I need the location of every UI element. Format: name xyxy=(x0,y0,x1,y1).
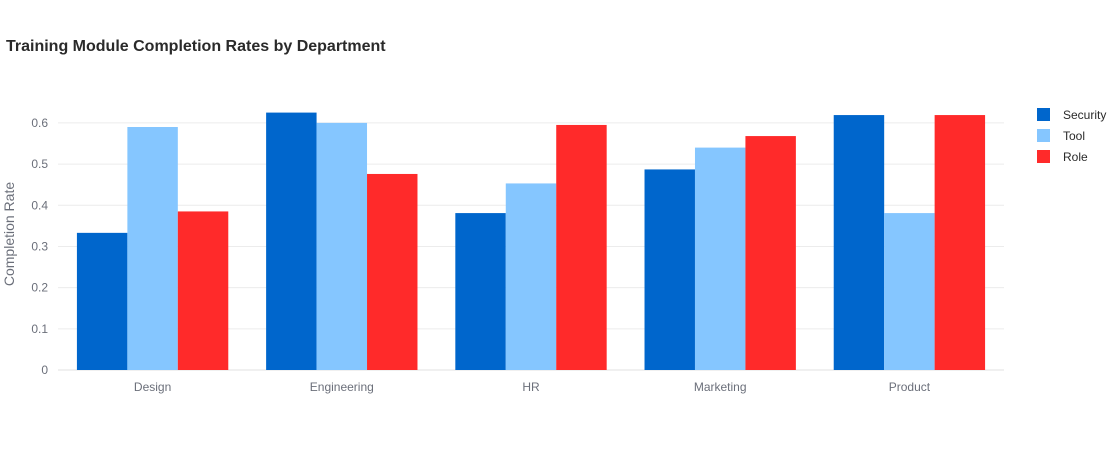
bar-tool-engineering[interactable] xyxy=(316,122,368,370)
y-axis-title: Completion Rate xyxy=(1,182,17,286)
y-tick-label: 0.6 xyxy=(31,116,48,130)
bar-tool-marketing[interactable] xyxy=(694,147,746,370)
legend-label: Security xyxy=(1063,108,1106,122)
bar-role-engineering[interactable] xyxy=(367,173,418,370)
bar-security-marketing[interactable] xyxy=(644,169,695,370)
bar-role-design[interactable] xyxy=(177,211,229,370)
legend-label: Role xyxy=(1063,150,1088,164)
x-axis-ticks: Design Engineering HR Marketing Product xyxy=(134,380,931,394)
bar-role-marketing[interactable] xyxy=(745,136,796,370)
legend-swatch xyxy=(1037,108,1050,121)
y-tick-label: 0.3 xyxy=(31,239,48,253)
x-tick-label: Marketing xyxy=(694,380,747,394)
bar-security-product[interactable] xyxy=(833,115,885,370)
bar-tool-design[interactable] xyxy=(127,127,178,371)
bar-security-engineering[interactable] xyxy=(266,112,317,370)
y-tick-label: 0 xyxy=(41,363,48,377)
bar-security-hr[interactable] xyxy=(455,213,506,370)
legend-label: Tool xyxy=(1063,129,1085,143)
bars xyxy=(76,112,986,371)
y-tick-label: 0.2 xyxy=(31,281,48,295)
legend-item-role[interactable]: Role xyxy=(1037,150,1088,164)
bar-tool-product[interactable] xyxy=(884,213,935,370)
y-tick-label: 0.4 xyxy=(31,198,48,212)
legend-swatch xyxy=(1037,150,1050,163)
y-tick-label: 0.5 xyxy=(31,157,48,171)
bar-role-hr[interactable] xyxy=(556,124,607,370)
x-tick-label: Product xyxy=(889,380,931,394)
bar-role-product[interactable] xyxy=(934,115,986,370)
legend-item-tool[interactable]: Tool xyxy=(1037,129,1085,143)
bar-tool-hr[interactable] xyxy=(505,183,557,370)
y-axis-ticks: 0 0.1 0.2 0.3 0.4 0.5 0.6 xyxy=(31,116,48,377)
bar-security-design[interactable] xyxy=(76,232,128,370)
x-tick-label: Engineering xyxy=(310,380,374,394)
y-tick-label: 0.1 xyxy=(31,322,48,336)
legend[interactable]: Security Tool Role xyxy=(1037,108,1106,164)
x-tick-label: HR xyxy=(522,380,540,394)
x-tick-label: Design xyxy=(134,380,171,394)
legend-item-security[interactable]: Security xyxy=(1037,108,1106,122)
chart-title: Training Module Completion Rates by Depa… xyxy=(6,38,386,55)
legend-swatch xyxy=(1037,129,1050,142)
